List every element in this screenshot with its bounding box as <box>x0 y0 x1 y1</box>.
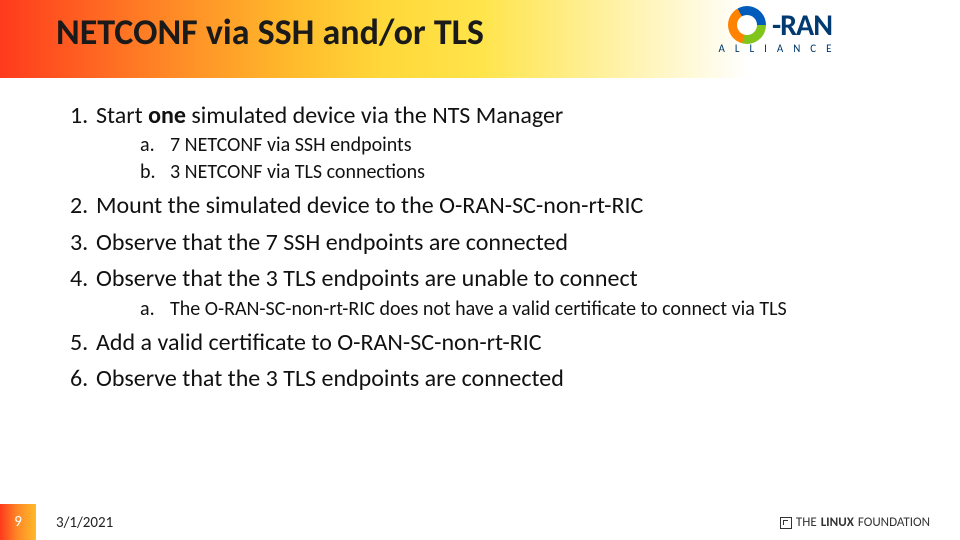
sub-item: a.7 NETCONF via SSH endpoints <box>140 132 930 159</box>
list-item: 2.Mount the simulated device to the O-RA… <box>70 190 930 222</box>
list-item: 1.Start one simulated device via the NTS… <box>70 100 930 186</box>
oran-ran: RAN <box>780 7 832 44</box>
item-number: 4. <box>70 263 96 295</box>
footer-date: 3/1/2021 <box>56 514 113 532</box>
item-text: Add a valid certificate to O-RAN-SC-non-… <box>96 328 542 357</box>
item-number: 5. <box>70 327 96 359</box>
item-text: Observe that the 3 TLS endpoints are con… <box>96 364 564 393</box>
item-text-post: simulated device via the NTS Manager <box>186 101 563 130</box>
sub-list: a.The O-RAN-SC-non-rt-RIC does not have … <box>70 296 930 323</box>
oran-ring-icon <box>728 6 766 44</box>
page-number: 9 <box>0 504 36 540</box>
list-item: 3.Observe that the 7 SSH endpoints are c… <box>70 227 930 259</box>
item-number: 1. <box>70 100 96 132</box>
linux-foundation-logo: THE LINUX FOUNDATION <box>780 515 930 530</box>
item-text: Observe that the 7 SSH endpoints are con… <box>96 228 568 257</box>
oran-logo: -RAN ALLIANCE <box>630 6 930 55</box>
slide: NETCONF via SSH and/or TLS -RAN ALLIANCE… <box>0 0 960 540</box>
item-text: Mount the simulated device to the O-RAN-… <box>96 191 643 220</box>
sub-item: b.3 NETCONF via TLS connections <box>140 159 930 186</box>
lf-linux: LINUX <box>821 515 854 530</box>
item-number: 6. <box>70 363 96 395</box>
sub-letter: a. <box>140 296 170 323</box>
footer: 9 3/1/2021 THE LINUX FOUNDATION <box>0 500 960 540</box>
oran-subtitle: ALLIANCE <box>630 42 930 55</box>
sub-item: a.The O-RAN-SC-non-rt-RIC does not have … <box>140 296 930 323</box>
oran-wordmark: -RAN <box>772 7 832 44</box>
lf-the: THE <box>796 515 817 530</box>
list-item: 6.Observe that the 3 TLS endpoints are c… <box>70 363 930 395</box>
item-text: Observe that the 3 TLS endpoints are una… <box>96 264 638 293</box>
list-item: 4.Observe that the 3 TLS endpoints are u… <box>70 263 930 322</box>
sub-list: a.7 NETCONF via SSH endpoints b.3 NETCON… <box>70 132 930 186</box>
item-text-bold: one <box>148 101 186 130</box>
slide-title: NETCONF via SSH and/or TLS <box>56 10 484 54</box>
logo-top-row: -RAN <box>630 6 930 44</box>
sub-text: The O-RAN-SC-non-rt-RIC does not have a … <box>170 297 787 321</box>
sub-letter: b. <box>140 159 170 186</box>
content-area: 1.Start one simulated device via the NTS… <box>70 100 930 399</box>
oran-dash: - <box>772 7 780 44</box>
lf-square-icon <box>780 517 792 529</box>
numbered-list: 1.Start one simulated device via the NTS… <box>70 100 930 395</box>
item-text-pre: Start <box>96 101 148 130</box>
lf-foundation: FOUNDATION <box>858 515 930 530</box>
item-number: 3. <box>70 227 96 259</box>
sub-letter: a. <box>140 132 170 159</box>
sub-text: 7 NETCONF via SSH endpoints <box>170 133 412 157</box>
sub-text: 3 NETCONF via TLS connections <box>170 160 425 184</box>
item-number: 2. <box>70 190 96 222</box>
list-item: 5.Add a valid certificate to O-RAN-SC-no… <box>70 327 930 359</box>
